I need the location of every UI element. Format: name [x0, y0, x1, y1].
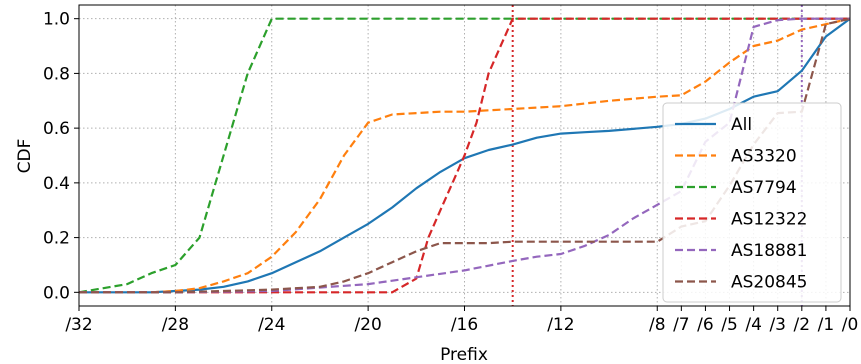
x-tick-label: /7: [673, 315, 690, 335]
series-line-as12322: [79, 17, 850, 294]
x-tick-label: /8: [649, 315, 666, 335]
x-tick-label: /32: [65, 315, 92, 335]
grid: [78, 5, 851, 306]
x-tick-label: /5: [721, 315, 738, 335]
legend-label: AS7794: [731, 178, 797, 198]
x-tick-label: /24: [258, 315, 285, 335]
legend-label: AS3320: [731, 147, 797, 167]
legend-label: AS12322: [731, 210, 808, 230]
legend-label: AS18881: [731, 241, 808, 261]
x-tick-label: /3: [769, 315, 786, 335]
x-tick-label: /12: [547, 315, 574, 335]
legend-label: AS20845: [731, 273, 808, 293]
y-axis-label: CDF: [15, 139, 35, 174]
x-tick-label: /28: [162, 315, 189, 335]
y-tick-label: 0.0: [43, 283, 70, 303]
x-tick-label: /20: [354, 315, 381, 335]
legend: All AS3320 AS7794 AS12322 AS18881 AS20845: [662, 102, 842, 303]
x-tick-label: /2: [794, 315, 811, 335]
series-line-as18881: [79, 17, 850, 294]
x-tick-label: /16: [451, 315, 478, 335]
y-axis-ticks: 0.0 0.2 0.4 0.6 0.8 1.0: [43, 10, 79, 303]
series-line-as20845: [79, 17, 851, 294]
y-tick-label: 0.2: [43, 229, 70, 249]
x-tick-label: /0: [842, 315, 859, 335]
x-tick-label: /1: [818, 315, 835, 335]
x-tick-label: /6: [697, 315, 714, 335]
y-tick-label: 1.0: [43, 10, 70, 30]
x-tick-label: /4: [745, 315, 762, 335]
x-axis-label: Prefix: [440, 345, 488, 364]
y-tick-label: 0.4: [43, 174, 70, 194]
series-line-as3320: [79, 17, 851, 294]
legend-label: All: [731, 115, 752, 135]
legend-box: [662, 102, 842, 303]
series-line-as7794: [78, 17, 850, 294]
y-tick-label: 0.6: [43, 119, 70, 139]
y-tick-label: 0.8: [43, 64, 70, 84]
x-axis-ticks: /32/28/24/20/16/12/8/7/6/5/4/3/2/1/0: [65, 306, 858, 335]
